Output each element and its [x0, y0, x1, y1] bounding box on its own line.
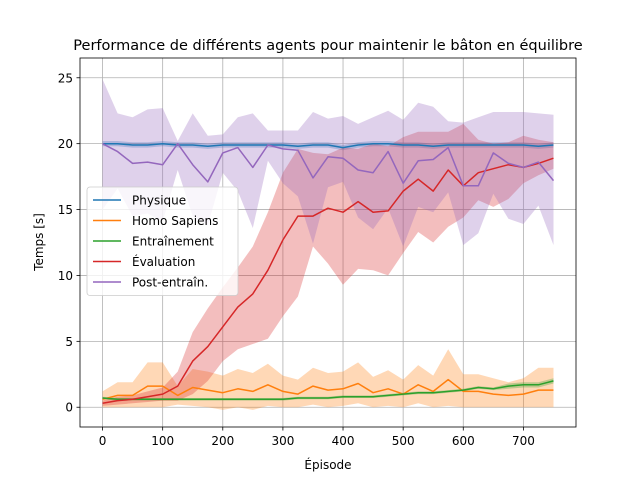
series-line [102, 380, 554, 401]
chart-title: Performance de différents agents pour ma… [73, 38, 582, 54]
y-axis-label: Temps [s] [32, 213, 46, 272]
x-tick-label: 500 [392, 434, 415, 448]
x-tick-label: 300 [271, 434, 294, 448]
x-tick-label: 700 [512, 434, 535, 448]
y-tick-label: 15 [58, 203, 73, 217]
x-tick-label: 100 [151, 434, 174, 448]
y-tick-label: 20 [58, 137, 73, 151]
legend-label: Homo Sapiens [132, 214, 218, 228]
y-tick-label: 10 [58, 269, 73, 283]
x-axis-label: Épisode [304, 457, 351, 472]
legend-label: Post-entraîn. [132, 276, 208, 290]
series-line [102, 378, 554, 401]
series-line [102, 142, 554, 149]
x-tick-label: 400 [332, 434, 355, 448]
x-axis-ticks: 0 100 200 300 400 500 600 700 [99, 427, 535, 448]
confidence-band [102, 79, 554, 247]
series-line [102, 142, 555, 187]
plot-area-frame [79, 57, 577, 428]
confidence-band [102, 349, 554, 410]
y-axis-ticks: 0 5 10 15 20 25 [58, 71, 80, 415]
legend-label: Entraînement [132, 235, 214, 249]
y-tick-label: 5 [65, 335, 73, 349]
y-tick-label: 25 [58, 71, 73, 85]
legend-box [86, 186, 239, 296]
legend-label: Évaluation [132, 254, 195, 269]
x-tick-label: 600 [452, 434, 475, 448]
x-tick-label: 0 [99, 434, 107, 448]
legend-label: Physique [132, 194, 186, 208]
series-lines [102, 142, 555, 405]
y-tick-label: 0 [65, 401, 73, 415]
x-tick-label: 200 [211, 434, 234, 448]
series-line [102, 157, 554, 405]
legend: Physique Homo Sapiens Entraînement Évaluati… [86, 186, 239, 296]
confidence-band [102, 123, 554, 406]
